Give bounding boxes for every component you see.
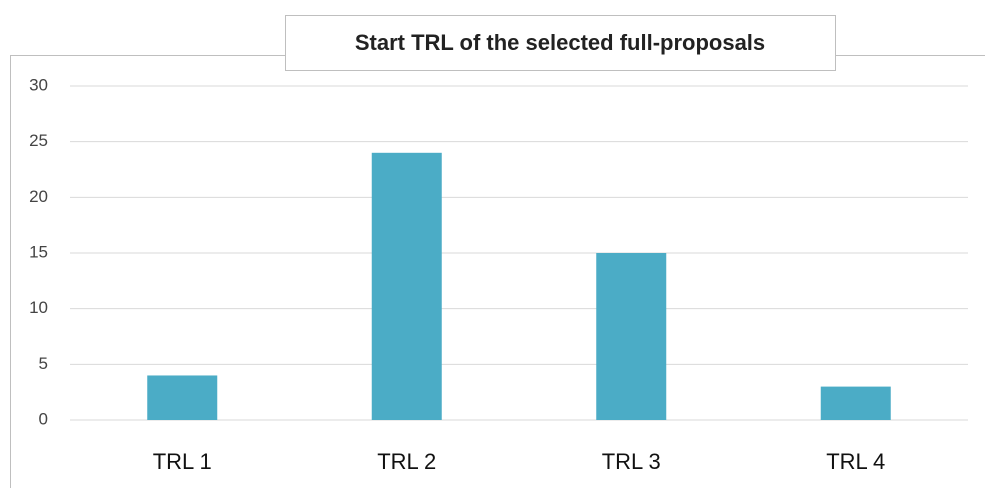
bar: [596, 253, 667, 420]
bar: [820, 386, 891, 420]
x-tick-label: TRL 3: [602, 449, 661, 474]
y-tick-label: 30: [29, 75, 48, 94]
x-tick-label: TRL 2: [377, 449, 436, 474]
bar: [371, 152, 442, 421]
y-tick-label: 5: [39, 354, 48, 373]
chart-border: [10, 55, 985, 488]
chart-title: Start TRL of the selected full-proposals: [355, 30, 765, 55]
x-tick-label: TRL 1: [153, 449, 212, 474]
bar: [147, 375, 218, 420]
x-tick-label: TRL 4: [826, 449, 885, 474]
y-tick-label: 15: [29, 242, 48, 261]
y-tick-label: 10: [29, 298, 48, 317]
y-tick-label: 0: [39, 409, 48, 428]
y-tick-label: 20: [29, 187, 48, 206]
y-tick-label: 25: [29, 131, 48, 150]
title-box: [285, 15, 836, 71]
